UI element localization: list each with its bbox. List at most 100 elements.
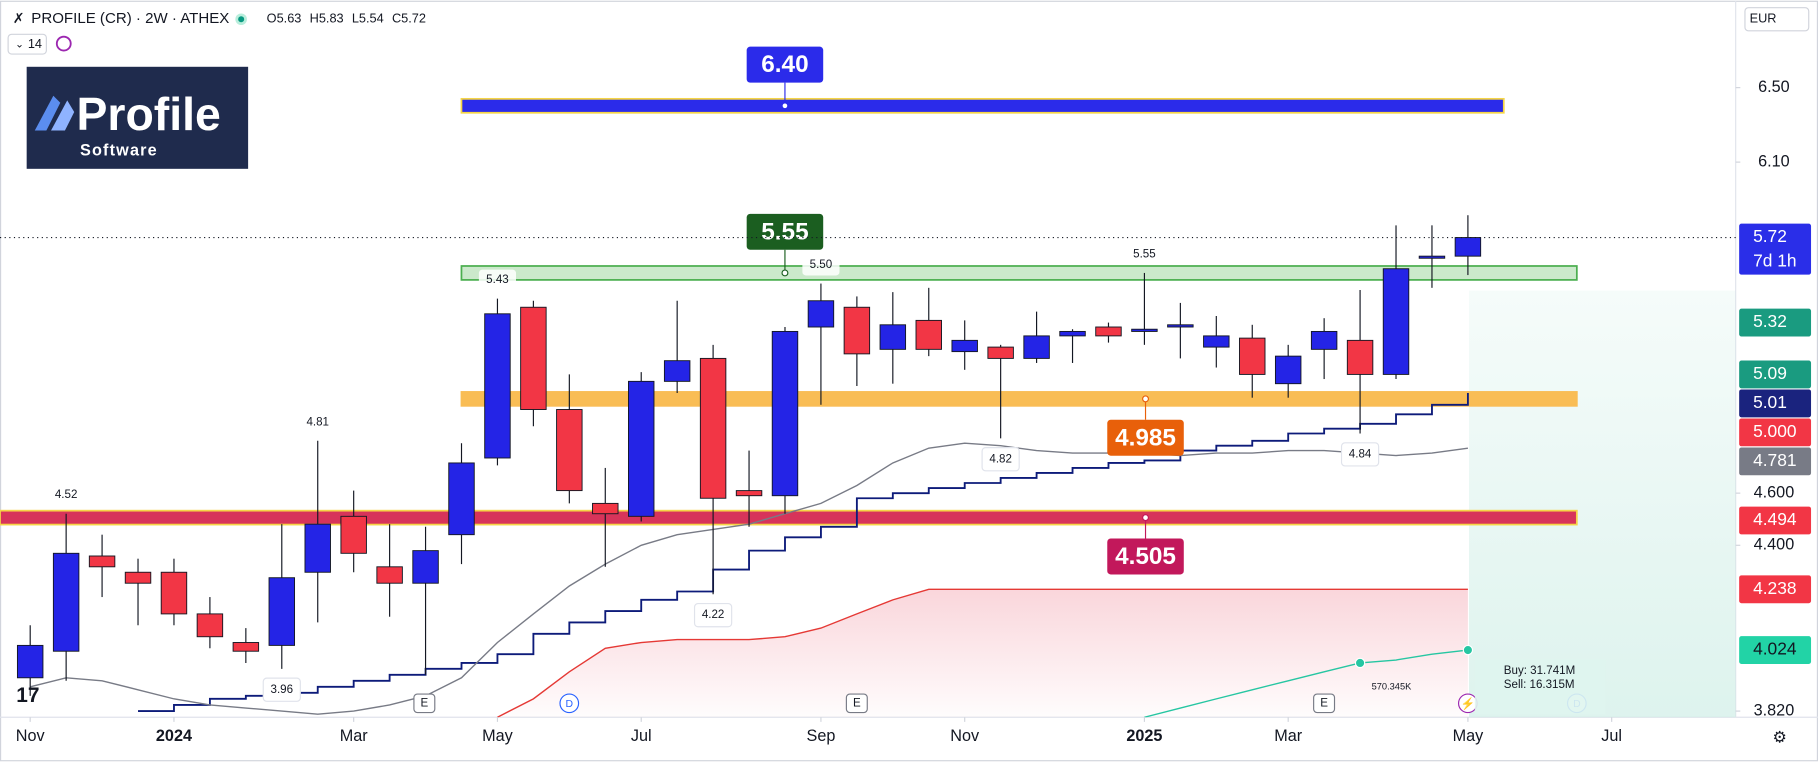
candle-body	[987, 346, 1014, 359]
level-label-box	[1107, 538, 1184, 575]
candle-body	[699, 357, 727, 499]
ohlc-key: C	[392, 11, 401, 26]
candle-body	[304, 523, 331, 573]
indicator-icon[interactable]	[55, 35, 72, 52]
level-label: 4.985	[1115, 424, 1176, 451]
candle-body	[520, 306, 547, 410]
dividend-marker[interactable]	[559, 693, 580, 714]
interval-value: 14	[28, 36, 42, 51]
candle-body	[663, 360, 691, 382]
candle-body	[1023, 335, 1050, 359]
price-label: 5.01	[1753, 392, 1787, 412]
candle-body	[879, 324, 907, 350]
logo-tagline: Software	[80, 142, 158, 160]
candle-body	[448, 462, 475, 536]
candle-body	[1203, 335, 1230, 348]
earnings-marker-text: E	[420, 697, 428, 709]
low-label: 4.84	[1349, 448, 1372, 460]
level-zone	[460, 97, 1505, 114]
level-anchor	[781, 102, 789, 110]
low-label: 3.96	[271, 684, 294, 696]
y-tick-label: 6.50	[1758, 78, 1790, 96]
candle-body	[1382, 268, 1410, 375]
x-tick-label: Nov	[950, 727, 980, 745]
level-label-box	[746, 46, 824, 83]
candle-body	[1274, 355, 1302, 385]
ohlc-key: L	[352, 11, 359, 26]
level-zone	[0, 509, 1578, 526]
price-label: 5.09	[1753, 363, 1787, 383]
candle-body	[340, 515, 367, 554]
candle-body	[628, 380, 655, 517]
price-label: 5.000	[1753, 421, 1796, 441]
price-label: 5.72	[1753, 226, 1787, 246]
level-anchor	[781, 269, 789, 277]
currency: EUR	[1750, 11, 1777, 26]
level-label: 6.40	[761, 51, 808, 78]
price-label-box	[1739, 636, 1812, 664]
volume-tooltip	[1474, 659, 1606, 715]
candle-body	[556, 409, 583, 492]
currency-box[interactable]	[1744, 7, 1810, 32]
earnings-marker-text: E	[853, 697, 861, 709]
low-label: 4.22	[702, 609, 725, 621]
line-point	[1354, 657, 1366, 669]
ohlc-value: 5.83	[319, 11, 344, 26]
red-band-area	[497, 589, 1468, 718]
candle-body	[1310, 330, 1338, 350]
candle-body	[915, 319, 942, 350]
ohlc-value: 5.54	[359, 11, 384, 26]
high-label: 4.81	[306, 416, 329, 428]
price-label-box	[1739, 308, 1812, 337]
candle-body	[1167, 324, 1194, 328]
level-zone	[460, 391, 1578, 407]
countdown: 7d 1h	[1753, 251, 1796, 271]
price-label-box	[1739, 360, 1812, 389]
price-label-box	[1739, 575, 1812, 604]
x-tick-label: Mar	[1274, 727, 1303, 745]
price-label-box	[1739, 447, 1812, 476]
high-label-box	[802, 254, 840, 276]
volume-sell: Sell: 16.315M	[1504, 679, 1575, 691]
high-label-box	[478, 269, 516, 291]
x-tick-label: Sep	[807, 727, 836, 745]
earnings-marker[interactable]	[413, 693, 436, 714]
price-label-box	[1739, 389, 1812, 418]
logo-mark	[34, 95, 61, 131]
earnings-marker[interactable]	[845, 693, 868, 714]
high-label: 5.43	[486, 274, 509, 286]
level-label-box	[746, 213, 824, 250]
chevron: ⌄	[15, 40, 24, 51]
high-label-box	[47, 484, 85, 506]
candle-body	[232, 642, 260, 652]
cloud-shade	[1469, 290, 1736, 718]
candle-body	[1059, 330, 1086, 337]
low-label-box	[981, 447, 1020, 472]
candle-body	[1131, 328, 1158, 332]
x-tick-label: Nov	[16, 727, 46, 745]
candle-body	[484, 313, 511, 459]
price-label: 4.024	[1753, 639, 1797, 659]
price-label: 5.32	[1753, 311, 1787, 331]
point-label: 570.345K	[1372, 682, 1412, 692]
level-label: 5.55	[761, 218, 808, 245]
candle-body	[196, 613, 224, 638]
ohlc-legend: O5.63 H5.83 L5.54 C5.72	[267, 11, 426, 26]
ohlc-key: O	[267, 11, 277, 26]
level-label: 4.505	[1115, 543, 1176, 570]
symbol-title: PROFILE (CR) · 2W · ATHEX	[31, 10, 229, 27]
candle-body	[52, 552, 80, 652]
candle-body	[843, 306, 871, 355]
high-label: 4.52	[55, 489, 78, 501]
candle-body	[1346, 339, 1374, 375]
x-tick-label: May	[482, 727, 514, 745]
y-tick-label: 3.820	[1754, 701, 1795, 719]
indicator-line	[138, 393, 1469, 713]
volume-buy: Buy: 31.741M	[1504, 665, 1575, 677]
earnings-marker-text: E	[1320, 697, 1328, 709]
earnings-marker[interactable]	[1313, 693, 1336, 714]
x-tick-label: Jul	[631, 727, 652, 745]
settings-icon[interactable]: ⚙	[1772, 728, 1787, 746]
candle-body	[807, 300, 835, 328]
interval-box[interactable]	[7, 33, 47, 55]
